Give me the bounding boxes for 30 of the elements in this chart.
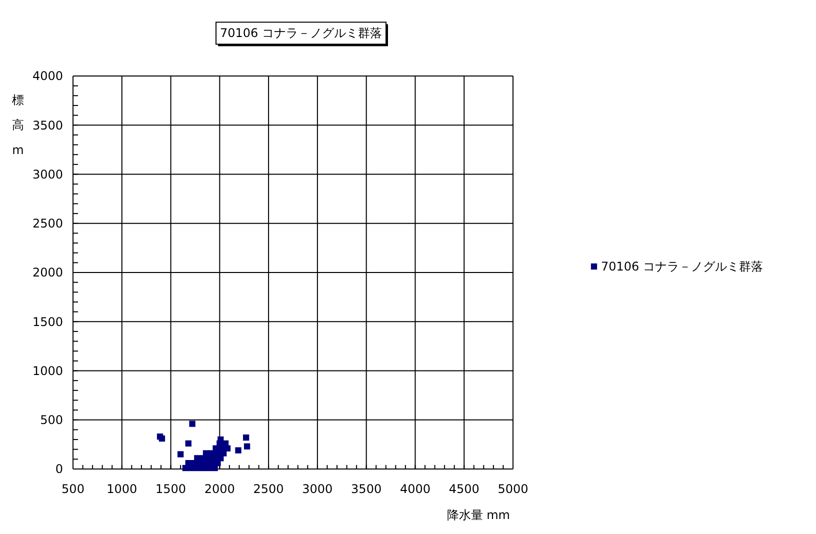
legend-label: 70106 コナラ－ノグルミ群落 <box>601 260 763 274</box>
point <box>235 447 242 454</box>
x-tick-label: 2000 <box>204 482 235 496</box>
y-tick-label: 500 <box>40 413 63 428</box>
y-tick-label: 4000 <box>32 69 63 84</box>
point <box>185 440 192 447</box>
chart-title: 70106 コナラ－ノグルミ群落 <box>220 26 382 40</box>
y-tick-label: 3000 <box>32 167 63 182</box>
x-tick-label: 1000 <box>106 482 138 496</box>
x-tick-label: 1500 <box>156 482 186 496</box>
point <box>202 450 210 456</box>
x-tick-label: 500 <box>62 482 84 496</box>
y-tick-label: 3500 <box>32 118 63 132</box>
y-tick-label: 1000 <box>32 364 63 378</box>
point <box>244 443 250 450</box>
x-tick-label: 3500 <box>351 482 382 496</box>
x-tick-label: 3000 <box>302 482 333 496</box>
y-axis-title: 標高m <box>12 93 24 158</box>
point <box>242 434 250 441</box>
point <box>189 420 196 427</box>
y-tick-label: 2000 <box>32 266 63 280</box>
x-tick-label: 5000 <box>498 482 528 496</box>
point <box>177 451 184 458</box>
y-tick-label: 2500 <box>32 216 63 231</box>
x-tick-label: 4000 <box>400 482 430 496</box>
x-tick-label: 2500 <box>253 482 284 496</box>
x-tick-label: 4500 <box>448 482 480 496</box>
y-tick-label: 1500 <box>32 314 63 329</box>
y-tick-label: 0 <box>55 462 63 476</box>
x-axis-title: 降水量 mm <box>446 508 510 522</box>
